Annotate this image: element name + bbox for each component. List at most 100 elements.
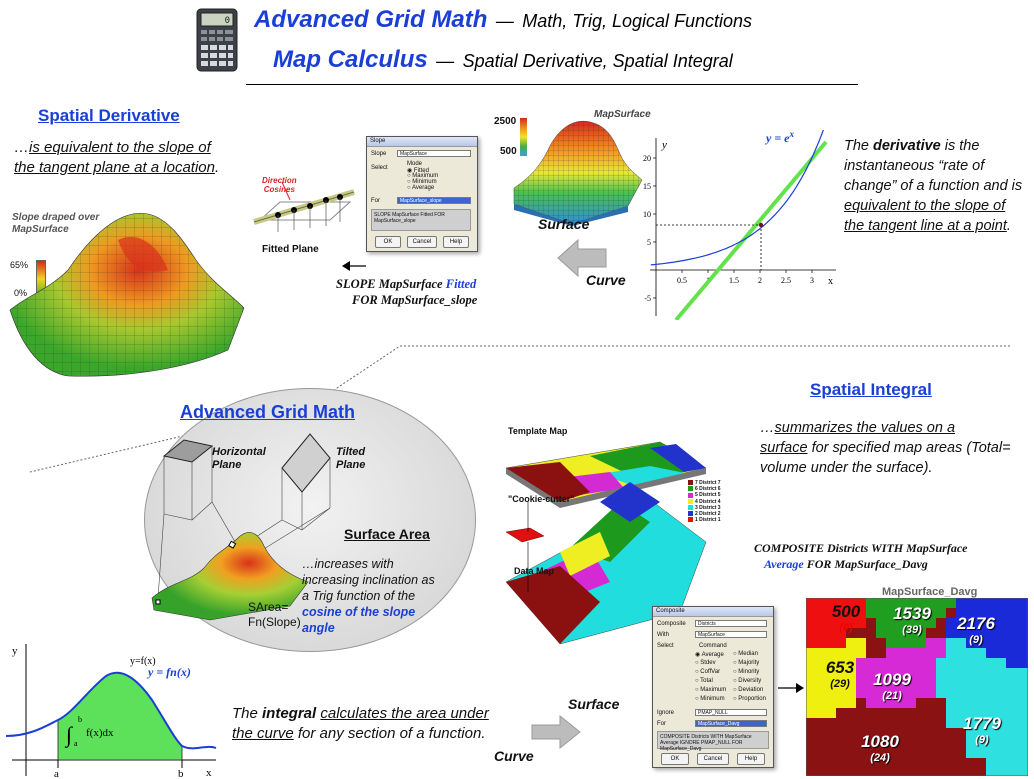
- direction-cosines-label: Direction Cosines: [262, 176, 297, 194]
- graph-x-tick-label: 3: [810, 276, 814, 285]
- fitted-plane-label: Fitted Plane: [262, 244, 319, 255]
- composite-option-minimum[interactable]: ○ Minimum: [695, 696, 725, 702]
- district-legend-swatch: [688, 480, 693, 486]
- surface-area-label: Surface Area: [344, 526, 430, 542]
- integral-x-label: x: [206, 767, 212, 778]
- district-legend-text: 5 District 5: [695, 492, 721, 499]
- composite-dialog-select-label: Select: [657, 643, 674, 649]
- district-legend-item: 2 District 2: [688, 511, 721, 517]
- integral-description: …summarizes the values on a surface for s…: [760, 420, 1011, 476]
- district-legend-item: 7 District 7: [688, 480, 721, 486]
- composite-option-coffvar[interactable]: ○ CoffVar: [695, 669, 721, 675]
- composite-dialog-with-select[interactable]: MapSurface: [695, 631, 767, 638]
- derivative-title: Spatial Derivative: [38, 106, 180, 125]
- graph-y-tick-label: -5: [644, 294, 651, 303]
- composite-option-total[interactable]: ○ Total: [695, 678, 713, 684]
- sarea-label: SArea= Fn(Slope): [248, 600, 301, 629]
- slope-dialog-mode-minimum[interactable]: ○ Minimum: [407, 179, 437, 185]
- davg-district-count: (24): [870, 752, 890, 764]
- composite-option-maximum[interactable]: ○ Maximum: [695, 687, 727, 693]
- district-legend-item: 5 District 5: [688, 492, 721, 498]
- composite-dialog-ignore-label: Ignore: [657, 710, 675, 716]
- district-legend-item: 6 District 6: [688, 486, 721, 492]
- composite-dialog-cancel-button[interactable]: Cancel: [697, 753, 729, 765]
- composite-dialog-help-button[interactable]: Help: [737, 753, 765, 765]
- integral-curve: [5, 671, 217, 750]
- composite-option-median[interactable]: ○ Median: [733, 651, 758, 657]
- graph-x-tick-label: 0.5: [677, 276, 687, 285]
- composite-option-deviation[interactable]: ○ Deviation: [733, 687, 764, 693]
- district-legend-item: 1 District 1: [688, 517, 721, 523]
- davg-district-value: 2176 (9): [952, 615, 1000, 648]
- davg-district-value: 1099 (21): [868, 671, 916, 704]
- arrow-right-icon: [778, 683, 804, 693]
- slope-dialog-for-input[interactable]: MapSurface_slope: [397, 197, 471, 204]
- graph-y-tick-label: 20: [643, 154, 651, 163]
- composite-dialog-ok-button[interactable]: OK: [661, 753, 689, 765]
- davg-district-value: 1539 (39): [888, 604, 936, 638]
- slope-draped-surface: [9, 212, 245, 377]
- slope-dialog-mode-fitted[interactable]: ◉ Fitted: [407, 168, 429, 174]
- header-line-2: Map Calculus — Spatial Derivative, Spati…: [273, 46, 733, 74]
- slope-dialog-mode-average[interactable]: ○ Average: [407, 185, 435, 191]
- slope-command: SLOPE MapSurface Fitted FOR MapSurface_s…: [336, 277, 478, 307]
- slope-dialog-mode-label: Mode: [407, 161, 423, 167]
- composite-option-minority[interactable]: ○ Minority: [733, 669, 760, 675]
- integral-expr: f(x)dx: [86, 727, 114, 739]
- davg-district-mean: 1539: [893, 604, 931, 623]
- derivative-right-text: The derivative is the instantaneous “rat…: [844, 138, 1023, 234]
- ms-legend-bar: [520, 118, 527, 156]
- davg-district-count: (0): [839, 622, 853, 634]
- davg-district-value: 1080 (24): [856, 732, 904, 766]
- district-legend-text: 6 District 6: [695, 486, 721, 493]
- graph-x-tick-label: 2.5: [781, 276, 791, 285]
- composite-option-average[interactable]: ◉ Average: [695, 652, 724, 658]
- slope-dialog-mode-maximum[interactable]: ○ Maximum: [407, 173, 439, 179]
- composite-option-diversity[interactable]: ○ Diversity: [733, 678, 762, 684]
- exp-curve: [650, 130, 825, 266]
- district-legend-swatch: [688, 511, 693, 517]
- integral-lower: a: [74, 739, 78, 748]
- curve-label-top: Curve: [586, 272, 626, 288]
- composite-command: COMPOSITE Districts WITH MapSurface Aver…: [754, 541, 968, 571]
- integral-y-label: y: [12, 645, 18, 657]
- integral-bottom-text: The integral calculates the area under t…: [232, 705, 489, 742]
- composite-option-proportion[interactable]: ○ Proportion: [733, 696, 766, 702]
- gray-arrow-top-icon: [557, 238, 607, 278]
- horizontal-plane-label: Horizontal Plane: [212, 446, 266, 471]
- davg-district-count: (9): [975, 734, 989, 746]
- composite-option-stdev[interactable]: ○ Stdev: [695, 660, 716, 666]
- district-legend-swatch: [688, 517, 693, 523]
- district-legend-swatch: [688, 492, 693, 498]
- davg-district-mean: 1080: [861, 732, 899, 751]
- arrow-left-icon: [342, 261, 366, 271]
- district-legend-text: 3 District 3: [695, 504, 721, 511]
- composite-dialog-with-label: With: [657, 632, 669, 638]
- slope-caption: Slope draped over MapSurface: [12, 212, 100, 235]
- integral-upper: b: [78, 715, 82, 724]
- data-map-label: Data Map: [514, 566, 555, 576]
- composite-dialog-for-input[interactable]: MapSurface_Davg: [695, 720, 767, 727]
- integral-sign: ∫: [64, 722, 74, 748]
- cookie-cutter-label: "Cookie-cutter": [508, 494, 575, 504]
- graph-y-tick-label: 5: [647, 238, 651, 247]
- integral-graph: y x a b y=f(x) y = fn(x) ∫ b a f(x)dx: [5, 644, 217, 778]
- composite-dialog-ignore-input[interactable]: PMAP_NULL: [695, 709, 767, 716]
- ms-legend-max: 2500: [494, 116, 517, 127]
- district-legend-swatch: [688, 498, 693, 504]
- composite-dialog-composite-select[interactable]: Districts: [695, 620, 767, 627]
- slope-dialog-slope-select[interactable]: MapSurface: [397, 150, 471, 157]
- template-map-label: Template Map: [508, 426, 568, 436]
- slope-dialog-ok-button[interactable]: OK: [375, 236, 401, 248]
- davg-district-mean: 1779: [963, 714, 1001, 733]
- derivative-description: …is equivalent to the slope of the tange…: [14, 139, 220, 176]
- composite-option-majority[interactable]: ○ Majority: [733, 660, 760, 666]
- slope-dialog-cancel-button[interactable]: Cancel: [407, 236, 437, 248]
- header-line-1: Advanced Grid Math — Math, Trig, Logical…: [254, 6, 752, 34]
- graph-equation: y = ex: [764, 130, 795, 145]
- header-title-grid-math: Advanced Grid Math: [254, 6, 488, 33]
- integral-fx-label: y=f(x): [130, 656, 156, 667]
- slope-dialog-help-button[interactable]: Help: [443, 236, 469, 248]
- davg-district-count: (39): [902, 624, 922, 636]
- header-subtitle-1: Math, Trig, Logical Functions: [522, 11, 753, 31]
